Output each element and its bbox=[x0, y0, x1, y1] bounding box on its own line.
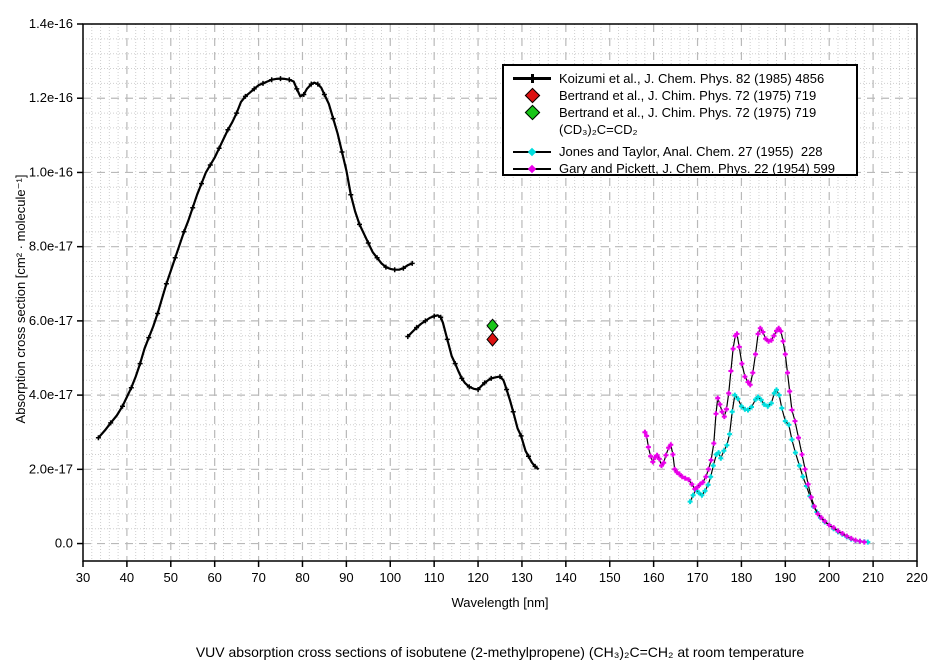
series-jones bbox=[687, 387, 871, 545]
axis-tick-labels: 30 40 50 60 70 80 90 100 110 120 130 140 150 160 170 18… bbox=[29, 16, 928, 585]
x-tick-label: 40 bbox=[120, 570, 134, 585]
koizumi-markers bbox=[95, 76, 415, 441]
green-diamond-icon bbox=[512, 104, 552, 121]
bertrand-red-diamond-marker bbox=[486, 332, 499, 347]
legend-entry-bertrand-green: Bertrand et al., J. Chim. Phys. 72 (1975… bbox=[512, 104, 856, 121]
x-tick-label: 60 bbox=[207, 570, 221, 585]
x-axis-label: Wavelength [nm] bbox=[451, 595, 549, 610]
x-tick-label: 80 bbox=[295, 570, 309, 585]
plot-border bbox=[82, 23, 918, 562]
gary-line bbox=[644, 327, 865, 543]
x-tick-label: 130 bbox=[511, 570, 533, 585]
x-tick-label: 90 bbox=[339, 570, 353, 585]
x-tick-label: 50 bbox=[164, 570, 178, 585]
x-tick-label: 100 bbox=[379, 570, 401, 585]
x-tick-label: 150 bbox=[599, 570, 621, 585]
legend-label: Jones and Taylor, Anal. Chem. 27 (1955) … bbox=[559, 144, 823, 159]
legend-label: Koizumi et al., J. Chem. Phys. 82 (1985)… bbox=[559, 71, 825, 86]
chart-caption: VUV absorption cross sections of isobute… bbox=[195, 644, 805, 660]
legend-label: Bertrand et al., J. Chim. Phys. 72 (1975… bbox=[559, 88, 817, 103]
x-tick-label: 110 bbox=[424, 570, 445, 585]
x-tick-label: 200 bbox=[818, 570, 840, 585]
y-tick-label: 1.4e-16 bbox=[29, 16, 73, 31]
koizumi-line bbox=[407, 314, 540, 471]
legend-label: Gary and Pickett, J. Chem. Phys. 22 (195… bbox=[559, 161, 836, 176]
series-gary bbox=[642, 325, 867, 545]
legend-label: Bertrand et al., J. Chim. Phys. 72 (1975… bbox=[559, 105, 817, 120]
legend-entry-bertrand-red: Bertrand et al., J. Chim. Phys. 72 (1975… bbox=[512, 87, 856, 104]
legend-box: Koizumi et al., J. Chem. Phys. 82 (1985)… bbox=[502, 64, 858, 176]
x-tick-label: 120 bbox=[467, 570, 489, 585]
y-tick-label: 2.0e-17 bbox=[29, 461, 73, 476]
legend-entry-jones: Jones and Taylor, Anal. Chem. 27 (1955) … bbox=[512, 143, 856, 160]
x-tick-label: 190 bbox=[774, 570, 796, 585]
bertrand-green-diamond-marker bbox=[486, 318, 499, 333]
grid-minor bbox=[83, 24, 917, 561]
y-tick-label: 1.2e-16 bbox=[29, 90, 73, 105]
black-line-tick-icon bbox=[512, 70, 552, 87]
x-tick-label: 30 bbox=[76, 570, 90, 585]
cyan-line-marker-icon bbox=[512, 143, 552, 160]
legend-entry-koizumi: Koizumi et al., J. Chem. Phys. 82 (1985)… bbox=[512, 70, 856, 87]
y-tick-label: 0.0 bbox=[55, 536, 73, 551]
legend-entry-gary: Gary and Pickett, J. Chem. Phys. 22 (195… bbox=[512, 160, 856, 177]
gary-markers bbox=[642, 325, 867, 545]
x-tick-label: 210 bbox=[862, 570, 884, 585]
koizumi-line bbox=[97, 77, 413, 439]
y-axis-label: Absorption cross section [cm² · molecule… bbox=[13, 174, 28, 424]
series-koizumi bbox=[95, 76, 540, 471]
series-bertrand-green bbox=[486, 318, 499, 333]
y-tick-label: 8.0e-17 bbox=[29, 239, 73, 254]
legend-entry-bertrand-green-formula: (CD₃)₂C=CD₂ bbox=[512, 121, 856, 138]
magenta-line-marker-icon bbox=[512, 160, 552, 177]
x-tick-label: 160 bbox=[643, 570, 665, 585]
series-bertrand-red bbox=[486, 332, 499, 347]
legend-marker-spacer bbox=[512, 121, 552, 138]
y-tick-label: 1.0e-16 bbox=[29, 164, 73, 179]
x-tick-label: 170 bbox=[687, 570, 709, 585]
x-tick-label: 70 bbox=[251, 570, 265, 585]
legend-sublabel: (CD₃)₂C=CD₂ bbox=[559, 122, 638, 137]
axis-ticks bbox=[77, 23, 918, 567]
y-tick-label: 4.0e-17 bbox=[29, 387, 73, 402]
koizumi-markers bbox=[405, 313, 538, 469]
red-diamond-icon bbox=[512, 87, 552, 104]
jones-markers bbox=[687, 387, 871, 545]
x-tick-label: 180 bbox=[731, 570, 753, 585]
y-tick-label: 6.0e-17 bbox=[29, 313, 73, 328]
x-tick-label: 140 bbox=[555, 570, 577, 585]
x-tick-label: 220 bbox=[906, 570, 928, 585]
